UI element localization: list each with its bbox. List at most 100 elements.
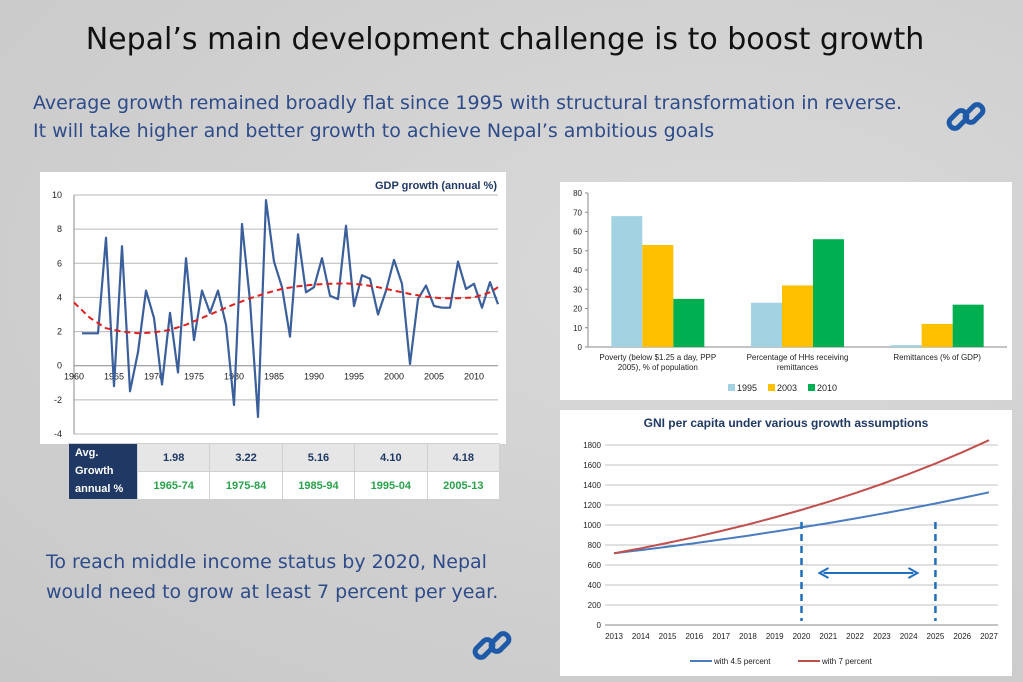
bar-2010 [813,239,844,347]
bar-y-tick-label: 80 [573,189,582,198]
gdp-x-tick-label: 2010 [464,372,484,382]
legend-label: 2010 [817,383,837,393]
bar-category-label: 2005), % of population [618,363,698,372]
bar-chart-panel: 0 10 20 30 40 50 60 70 80 Poverty (below $1.25 a… [560,182,1012,400]
page-title: Nepal’s main development challenge is to… [85,22,925,57]
table-period: 1985-94 [281,471,356,500]
bar-2003 [782,285,813,347]
legend-label: 2003 [777,383,797,393]
gni-y-tick-label: 400 [588,581,602,590]
gni-x-tick-label: 2021 [819,632,837,641]
page-subtitle: Average growth remained broadly flat sin… [33,89,953,145]
gni-x-tick-label: 2023 [873,632,891,641]
gni-y-tick-label: 200 [588,601,602,610]
bar-y-tick-label: 10 [573,324,582,333]
legend-label: with 7 percent [821,657,873,666]
gdp-x-tick-label: 1985 [264,372,284,382]
gni-x-tick-label: 2016 [685,632,703,641]
table-period: 1965-74 [136,471,211,500]
gni-x-tick-label: 2017 [712,632,730,641]
legend-label: 1995 [737,383,757,393]
body-line-2: would need to grow at least 7 percent pe… [46,581,499,603]
bar-category-label: Percentage of HHs receiving [747,353,849,362]
link-icon-bottom[interactable] [470,624,514,668]
bar-y-tick-label: 20 [573,305,582,314]
table-header: Avg. Growth annual % [68,443,138,500]
gdp-y-tick-label: 4 [57,292,62,302]
gni-y-tick-label: 1600 [583,461,601,470]
gni-x-tick-label: 2014 [632,632,650,641]
gni-x-tick-label: 2020 [793,632,811,641]
gni-y-tick-label: 800 [588,541,602,550]
gni-per-capita-chart: GNI per capita under various growth assu… [583,416,998,666]
gdp-x-tick-label: 2005 [424,372,444,382]
gni-x-tick-label: 2018 [739,632,757,641]
gdp-x-tick-label: 1995 [344,372,364,382]
gdp-y-tick-label: 10 [52,190,62,200]
gdp-trend-line [73,282,499,335]
bar-y-tick-label: 30 [573,285,582,294]
link-icon[interactable] [944,95,988,139]
gdp-x-tick-label: 1990 [304,372,324,382]
gni-x-tick-label: 2022 [846,632,864,641]
gni-y-tick-label: 1000 [583,521,601,530]
gni-y-tick-label: 600 [588,561,602,570]
gdp-x-tick-label: 1975 [184,372,204,382]
bar-y-tick-label: 40 [573,266,582,275]
gdp-y-tick-label: 6 [57,258,62,268]
gni-line-7-percent [613,439,990,555]
gni-y-tick-label: 1200 [583,501,601,510]
table-period: 1975-84 [209,471,283,500]
gdp-y-tick-label: 2 [57,327,62,337]
bar-2010 [952,304,984,347]
gni-x-tick-label: 2026 [953,632,971,641]
gni-x-tick-label: 2027 [980,632,998,641]
legend-swatch [768,384,775,391]
gni-x-tick-label: 2019 [766,632,784,641]
gni-y-tick-label: 0 [597,621,602,630]
legend-label: with 4.5 percent [713,657,771,666]
bar-1995 [751,302,782,347]
bar-y-tick-label: 0 [578,343,583,352]
legend-swatch [728,384,735,391]
gdp-y-tick-label: 0 [57,361,62,371]
gni-x-tick-label: 2024 [900,632,918,641]
bar-y-tick-label: 50 [573,247,582,256]
table-value: 4.18 [426,443,501,472]
gdp-chart-title: GDP growth (annual %) [375,180,497,192]
table-value: 3.22 [209,443,283,472]
table-value: 4.10 [354,443,428,472]
body-text: To reach middle income status by 2020, N… [46,547,536,607]
arrow-head-right [907,567,920,579]
bar-y-tick-label: 60 [573,228,582,237]
table-value: 5.16 [281,443,356,472]
table-value: 1.98 [136,443,211,472]
bar-2003 [921,323,953,347]
bar-1995 [611,216,643,347]
poverty-remittances-chart: 0 10 20 30 40 50 60 70 80 Poverty (below $1.25 a… [573,189,1007,393]
gni-x-tick-label: 2013 [605,632,623,641]
gni-x-tick-label: 2025 [927,632,945,641]
body-line-1: To reach middle income status by 2020, N… [46,551,487,573]
bar-1995 [890,345,922,347]
gni-y-tick-label: 1800 [583,441,601,450]
gni-x-tick-label: 2015 [659,632,677,641]
table-period: 2005-13 [426,471,501,500]
gni-chart-panel: GNI per capita under various growth assu… [560,410,1012,676]
gdp-y-tick-label: 8 [57,224,62,234]
gdp-y-tick-label: -4 [54,429,62,439]
gdp-y-tick-label: -2 [54,395,62,405]
bar-y-tick-label: 70 [573,208,582,217]
gdp-x-tick-label: 2000 [384,372,404,382]
gdp-growth-line [82,199,500,418]
gdp-x-tick-label: 1980 [224,372,244,382]
avg-growth-table: Avg. Growth annual % 1.98 3.22 5.16 4.10… [68,443,501,500]
subtitle-line-1: Average growth remained broadly flat sin… [33,92,903,114]
bar-category-label: Remittances (% of GDP) [893,353,981,362]
table-period: 1995-04 [354,471,428,500]
gdp-growth-chart: GDP growth (annual %) -4 -2 0 2 4 6 8 10 1960 19… [52,180,500,439]
gdp-chart-panel: GDP growth (annual %) -4 -2 0 2 4 6 8 10 1960 19… [40,172,506,444]
gdp-x-tick-label: 1960 [64,372,84,382]
gni-y-tick-label: 1400 [583,481,601,490]
subtitle-line-2: It will take higher and better growth to… [33,120,715,142]
